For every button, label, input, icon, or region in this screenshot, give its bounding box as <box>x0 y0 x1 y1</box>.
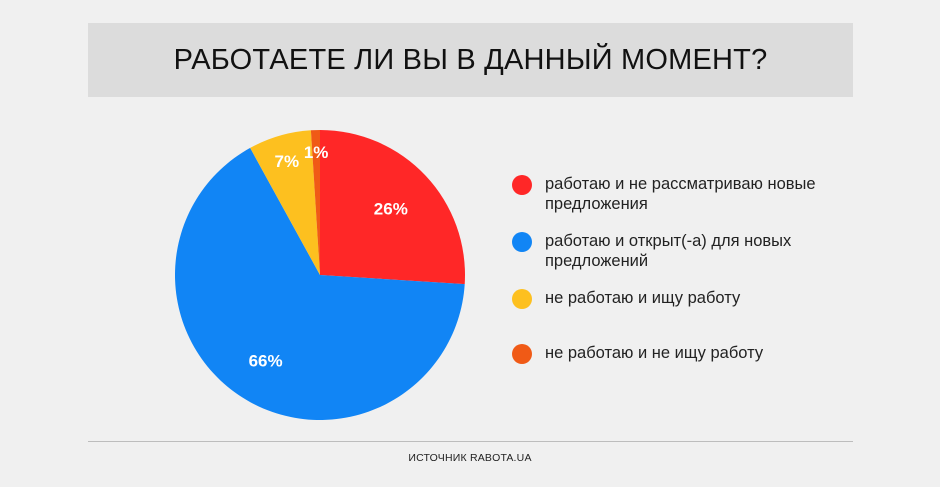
pie-slice <box>310 130 320 275</box>
legend-item: не работаю и не ищу работу <box>512 343 842 364</box>
legend-swatch <box>512 289 532 309</box>
slice-label: 7% <box>275 152 300 171</box>
title-band: РАБОТАЕТЕ ЛИ ВЫ В ДАННЫЙ МОМЕНТ? <box>88 23 853 97</box>
slice-label: 66% <box>249 352 283 371</box>
pie-slice <box>320 130 465 285</box>
legend-label: работаю и не рассматриваю новые предложе… <box>545 175 816 213</box>
legend-item: не работаю и ищу работу <box>512 288 842 309</box>
legend-swatch <box>512 232 532 252</box>
legend-label: не работаю и ищу работу <box>545 289 741 307</box>
legend-item: работаю и не рассматриваю новые предложе… <box>512 174 842 214</box>
source-text: ИСТОЧНИК RABOTA.UA <box>408 452 532 464</box>
slice-label: 26% <box>374 199 408 218</box>
legend-label: работаю и открыт(-а) для новых предложен… <box>545 232 792 270</box>
legend-label: не работаю и не ищу работу <box>545 344 764 362</box>
chart-title: РАБОТАЕТЕ ЛИ ВЫ В ДАННЫЙ МОМЕНТ? <box>173 43 768 76</box>
slice-label: 1% <box>304 143 329 162</box>
legend-item: работаю и открыт(-а) для новых предложен… <box>512 231 842 271</box>
legend-swatch <box>512 344 532 364</box>
pie-slice <box>174 147 465 420</box>
pie-slice <box>250 130 320 275</box>
legend-swatch <box>512 175 532 195</box>
footer-divider <box>88 441 853 442</box>
legend: работаю и не рассматриваю новые предложе… <box>512 174 842 364</box>
